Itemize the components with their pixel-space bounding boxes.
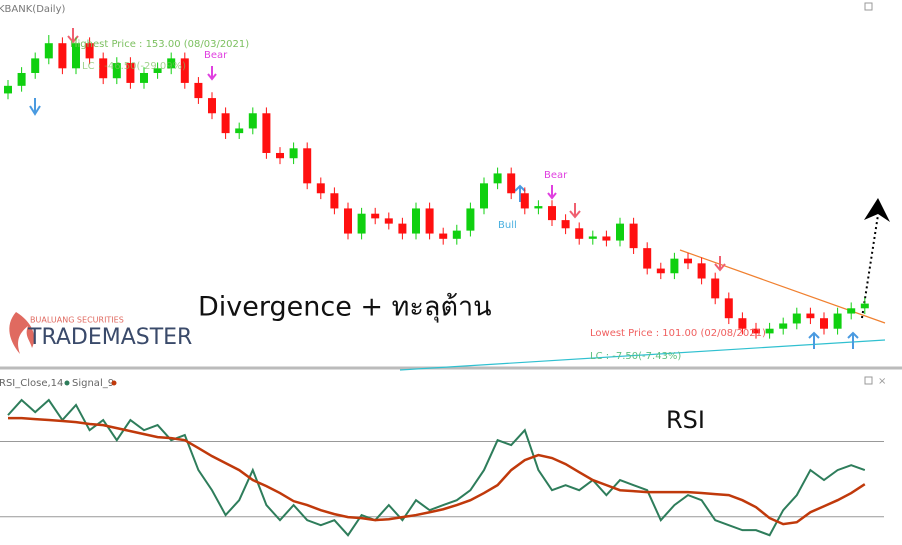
candle-body [806, 313, 815, 319]
candle-body [371, 213, 380, 219]
candle-body [439, 233, 448, 239]
target-arrow [861, 214, 879, 319]
bear-label: Bear [204, 50, 228, 61]
candle-body [316, 183, 325, 194]
buy-arrow [808, 331, 820, 349]
candle-body [112, 63, 121, 79]
candle-body [643, 248, 652, 269]
candle-body [561, 220, 570, 229]
candle-body [792, 313, 801, 324]
candle-body [656, 268, 665, 274]
bull-label: Bull [498, 220, 517, 231]
candle-body [4, 85, 12, 94]
candle-body [153, 68, 162, 73]
candle-body [575, 228, 584, 239]
logo-subtitle: BUALUANG SECURITIES [30, 316, 124, 325]
candle-body [221, 113, 230, 134]
candle-body [860, 303, 869, 309]
candle-body [480, 183, 488, 209]
candle-body [507, 173, 516, 194]
candle-body [616, 223, 624, 241]
candle-body [17, 72, 26, 86]
support-line [399, 339, 886, 371]
loss-note: LC : -7.50(-7.43%) [590, 351, 681, 362]
candle-body [398, 223, 407, 234]
candle-body [44, 43, 53, 59]
candle-body [140, 72, 148, 83]
legend-item: Signal_9 [72, 378, 114, 389]
candle-body [303, 148, 312, 184]
candle-body [820, 318, 828, 329]
candle-body [235, 128, 244, 134]
bear-label: Bear [544, 170, 568, 181]
arrow-head [864, 198, 890, 222]
candle-body [330, 193, 339, 209]
candle-body [262, 113, 271, 153]
candle-body [357, 213, 366, 234]
candle-body [126, 63, 135, 83]
candle-body [276, 152, 284, 159]
candle-body [384, 218, 393, 224]
candle-body [425, 208, 434, 234]
candle-body [752, 328, 760, 334]
candle-body [466, 208, 475, 231]
candle-body [602, 236, 611, 241]
candle-body [684, 258, 692, 264]
candle-body [765, 328, 774, 334]
candle-body [697, 263, 706, 279]
maximize-icon[interactable] [864, 2, 873, 11]
lowest-price: Lowest Price : 101.00 (02/08/2021) [590, 328, 766, 339]
candle-body [724, 298, 733, 319]
candle-body [194, 82, 203, 99]
rsi-line [7, 398, 866, 537]
candle-body [58, 43, 67, 69]
candle-body [520, 193, 529, 209]
panel-caption: RSI [666, 406, 705, 434]
candle-body [344, 208, 352, 234]
candle-body [588, 236, 597, 239]
buy-arrow [514, 184, 526, 202]
candle-body [670, 258, 679, 274]
loss-note: LC : -46.50(-29.09%) [82, 61, 186, 72]
candle-body [99, 58, 108, 79]
logo-text: TRADEMASTER [27, 325, 192, 350]
candle-body [180, 58, 189, 83]
candle-body [167, 58, 176, 69]
candle-body [452, 230, 461, 239]
legend-swatch [111, 380, 117, 386]
bear-arrow [207, 66, 217, 81]
candle-body [534, 206, 543, 209]
buy-arrow [847, 331, 859, 349]
candle-body [629, 223, 638, 249]
candle-body [289, 148, 298, 159]
maximize-icon[interactable] [864, 376, 873, 385]
bear-arrow [547, 185, 557, 200]
sell-arrow [569, 203, 581, 219]
chart-title: KBANK(Daily) [0, 4, 66, 15]
buy-arrow [29, 98, 41, 116]
logo-mark [9, 312, 35, 354]
candle-body [548, 206, 556, 221]
candle-body [738, 318, 747, 329]
candle-body [208, 98, 216, 114]
candle-body [85, 43, 94, 59]
candle-body [248, 113, 257, 129]
candle-body [493, 173, 502, 184]
candle-body [72, 43, 80, 69]
legend-item: RSI_Close,14 [0, 378, 63, 389]
candle-body [31, 58, 40, 73]
sell-arrow [714, 256, 726, 272]
candle-body [412, 208, 420, 234]
candle-body [779, 323, 788, 329]
close-icon[interactable]: × [878, 376, 886, 387]
overlay-caption: Divergence + ทะลุต้าน [198, 292, 492, 324]
candle-body [847, 308, 856, 314]
candle-body [711, 278, 720, 299]
rsi-line [8, 416, 866, 526]
legend-swatch [64, 380, 70, 386]
candle-body [833, 313, 842, 329]
highest-price: Highest Price : 153.00 (08/03/2021) [70, 39, 249, 50]
